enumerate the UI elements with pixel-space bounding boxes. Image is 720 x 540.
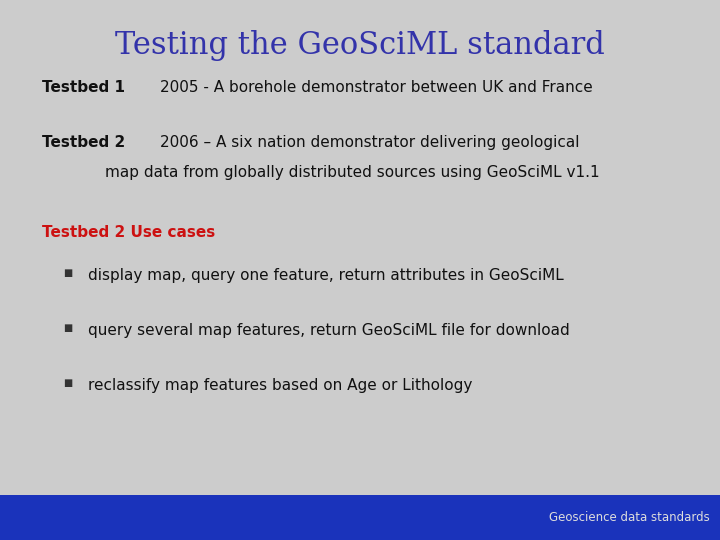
Text: query several map features, return GeoSciML file for download: query several map features, return GeoSc… bbox=[88, 323, 570, 338]
Text: 2006 – A six nation demonstrator delivering geological: 2006 – A six nation demonstrator deliver… bbox=[160, 135, 580, 150]
Text: ■: ■ bbox=[63, 378, 73, 388]
Text: ■: ■ bbox=[63, 323, 73, 333]
Bar bbox=[0, 495, 720, 540]
Text: reclassify map features based on Age or Lithology: reclassify map features based on Age or … bbox=[88, 378, 472, 393]
Text: map data from globally distributed sources using GeoSciML v1.1: map data from globally distributed sourc… bbox=[105, 165, 600, 180]
Text: 2005 - A borehole demonstrator between UK and France: 2005 - A borehole demonstrator between U… bbox=[160, 80, 593, 95]
Text: Testbed 2: Testbed 2 bbox=[42, 135, 125, 150]
Text: ■: ■ bbox=[63, 268, 73, 278]
Text: Geoscience data standards: Geoscience data standards bbox=[549, 511, 710, 524]
Text: display map, query one feature, return attributes in GeoSciML: display map, query one feature, return a… bbox=[88, 268, 564, 283]
Text: Testbed 1: Testbed 1 bbox=[42, 80, 125, 95]
Text: Testing the GeoSciML standard: Testing the GeoSciML standard bbox=[115, 30, 605, 61]
Text: Testbed 2 Use cases: Testbed 2 Use cases bbox=[42, 225, 215, 240]
